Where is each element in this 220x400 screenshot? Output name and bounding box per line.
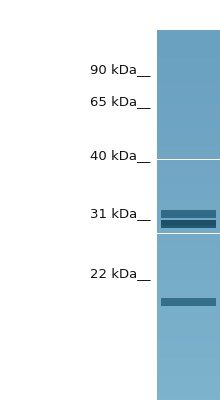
Bar — [157, 122, 220, 127]
Text: 90 kDa__: 90 kDa__ — [90, 64, 150, 76]
Bar — [157, 132, 220, 136]
Bar — [157, 280, 220, 284]
Bar — [157, 99, 220, 104]
Bar — [157, 395, 220, 400]
Bar — [157, 210, 220, 215]
Bar — [157, 183, 220, 187]
Bar — [157, 321, 220, 326]
Bar — [157, 312, 220, 317]
Bar — [157, 44, 220, 48]
Bar — [157, 206, 220, 210]
Text: 22 kDa__: 22 kDa__ — [90, 268, 150, 280]
Bar — [157, 270, 220, 275]
Bar — [157, 349, 220, 354]
Bar — [157, 344, 220, 349]
Bar — [157, 109, 220, 113]
Bar — [157, 187, 220, 192]
Bar — [157, 386, 220, 391]
Bar — [157, 127, 220, 132]
Bar — [157, 173, 220, 178]
Bar — [157, 363, 220, 368]
Bar — [157, 160, 220, 164]
Bar — [157, 224, 220, 229]
Bar — [161, 304, 216, 306]
Bar — [157, 150, 220, 155]
Bar — [157, 113, 220, 118]
Bar — [157, 368, 220, 372]
Bar — [157, 377, 220, 382]
Bar — [157, 234, 220, 238]
Text: 31 kDa__: 31 kDa__ — [90, 208, 150, 220]
Bar — [161, 298, 216, 306]
Bar — [157, 382, 220, 386]
Bar — [157, 178, 220, 183]
Bar — [157, 294, 220, 298]
Bar — [157, 146, 220, 150]
Bar — [157, 90, 220, 95]
Bar — [157, 252, 220, 257]
Bar — [157, 196, 220, 201]
Text: 40 kDa__: 40 kDa__ — [90, 150, 150, 162]
Bar — [157, 238, 220, 243]
Text: 65 kDa__: 65 kDa__ — [90, 96, 150, 108]
Bar — [157, 67, 220, 72]
Bar — [157, 86, 220, 90]
Bar — [157, 303, 220, 308]
Bar — [161, 220, 216, 228]
Bar — [157, 247, 220, 252]
Bar — [157, 257, 220, 261]
Bar — [157, 243, 220, 247]
Bar — [157, 372, 220, 377]
Bar — [161, 226, 216, 228]
Bar — [157, 354, 220, 358]
Bar — [157, 317, 220, 321]
Bar — [157, 261, 220, 266]
Bar — [157, 39, 220, 44]
Bar — [157, 284, 220, 289]
Bar — [157, 141, 220, 146]
Bar — [157, 169, 220, 173]
Bar — [157, 35, 220, 39]
Bar — [157, 275, 220, 280]
Bar — [157, 358, 220, 363]
Bar — [157, 104, 220, 109]
Bar — [157, 340, 220, 344]
Bar — [157, 76, 220, 81]
Bar — [157, 81, 220, 86]
Bar — [157, 266, 220, 270]
Bar — [157, 72, 220, 76]
Bar — [157, 58, 220, 62]
Bar — [157, 30, 220, 35]
Bar — [157, 215, 220, 220]
Bar — [161, 210, 216, 218]
Bar — [161, 216, 216, 218]
Bar — [157, 331, 220, 335]
Bar — [157, 201, 220, 206]
Bar — [157, 220, 220, 224]
Bar — [157, 118, 220, 122]
Bar — [157, 326, 220, 331]
Bar — [157, 229, 220, 234]
Bar — [157, 155, 220, 160]
Bar — [157, 298, 220, 303]
Bar — [157, 136, 220, 141]
Bar — [157, 289, 220, 294]
Bar — [157, 391, 220, 395]
Bar — [157, 62, 220, 67]
Bar — [157, 48, 220, 53]
Bar — [157, 164, 220, 169]
Bar — [157, 192, 220, 196]
Bar — [157, 335, 220, 340]
Bar — [157, 53, 220, 58]
Bar — [157, 308, 220, 312]
Bar — [157, 95, 220, 99]
